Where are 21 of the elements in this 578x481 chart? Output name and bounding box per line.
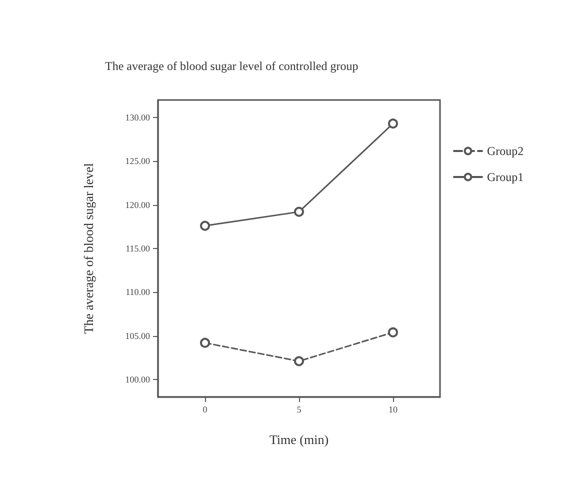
- y-tick-label: 100.00: [125, 374, 150, 385]
- y-tick-label: 125.00: [125, 156, 150, 166]
- y-tick-label: 120.00: [125, 200, 150, 210]
- y-axis-title: The average of blood sugar level: [81, 162, 96, 334]
- legend-label: Group2: [487, 144, 524, 158]
- point: [200, 338, 210, 348]
- y-tick-label: 115.00: [126, 244, 150, 254]
- point: [200, 220, 210, 231]
- point: [388, 327, 398, 338]
- x-tick-label: 10: [388, 404, 398, 414]
- point: [294, 206, 304, 217]
- point: [388, 118, 398, 129]
- chart-title: The average of blood sugar level of controlled group: [105, 59, 358, 73]
- x-tick-label: 0: [202, 404, 208, 414]
- y-tick-label: 105.00: [125, 330, 150, 341]
- y-tick-label: 130.00: [125, 112, 150, 122]
- point: [294, 356, 304, 366]
- legend-label: Group1: [487, 170, 524, 184]
- x-tick-label: 5: [296, 404, 302, 414]
- y-tick-label: 110.00: [126, 287, 150, 298]
- x-axis-title: Time (min): [269, 432, 329, 447]
